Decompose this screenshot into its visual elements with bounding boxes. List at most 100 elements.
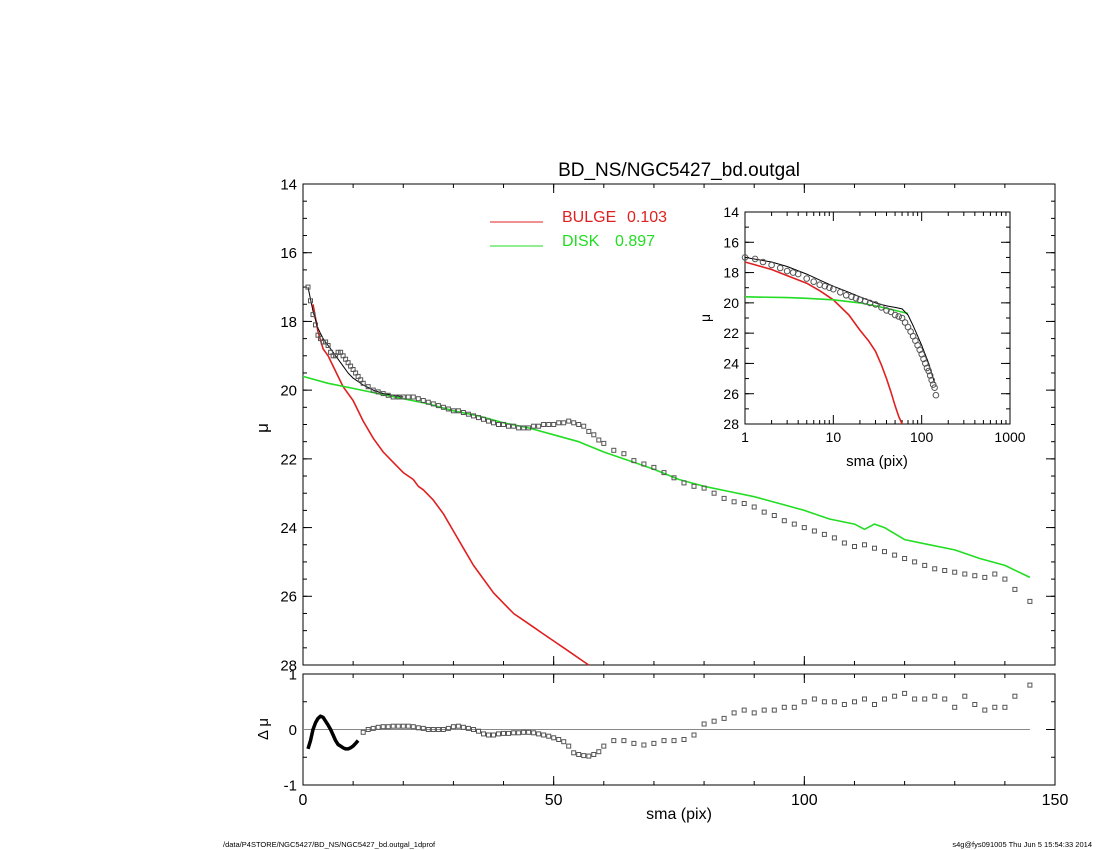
residual-series-1-point (831, 699, 837, 705)
main-series-3-point (313, 322, 318, 328)
inset-y-tick-label: 24 (723, 355, 739, 371)
residual-x-tick-label: 100 (791, 792, 818, 809)
inset-series-3-point (895, 313, 903, 320)
main-y-tick-label: 28 (280, 657, 297, 674)
residual-series-1-point (511, 730, 517, 736)
residual-series-1-point (601, 743, 607, 749)
residual-series-1-point (882, 696, 887, 702)
inset-series-group (741, 254, 940, 425)
residual-series-1-point (1012, 693, 1018, 699)
main-series-3-point (791, 521, 797, 527)
main-series-3-point (1027, 598, 1033, 604)
residual-series-1-point (365, 727, 371, 732)
main-series-3-point (661, 470, 667, 476)
main-y-tick-label: 16 (280, 245, 297, 262)
main-y-tick-label: 24 (280, 520, 297, 537)
main-y-tick-label: 20 (280, 383, 297, 400)
main-series-3-point (425, 399, 431, 405)
residual-series-1-point (496, 731, 501, 737)
residual-x-axis-label: sma (pix) (646, 806, 712, 823)
residual-series-1-point (571, 750, 577, 756)
main-series-3-point (450, 408, 456, 414)
main-ticks (302, 183, 1056, 666)
residual-series-1-point (781, 704, 787, 710)
inset-series-3-point (768, 261, 775, 269)
main-series-3-point (701, 485, 707, 491)
main-bulge-line (312, 304, 590, 666)
main-series-3-point (531, 423, 537, 429)
inset-y-tick-label: 14 (723, 204, 739, 220)
main-series-3-point (952, 569, 958, 575)
residual-series-1-point (566, 743, 572, 749)
residual-y-axis-label: Δ μ (255, 718, 272, 740)
residual-series-1-point (385, 724, 391, 730)
inset-y-tick-label: 28 (723, 416, 739, 432)
main-series-3-point (455, 408, 461, 414)
inset-x-axis-label: sma (pix) (846, 453, 908, 470)
residual-series-1-point (591, 752, 597, 757)
residual-series-1-point (841, 702, 847, 707)
inset-series-3-point (830, 285, 837, 293)
residual-series-1-point (902, 690, 908, 696)
residual-series-1-point (400, 723, 406, 729)
main-series-3-point (841, 540, 847, 546)
main-series-3-point (591, 432, 597, 438)
main-series-3-point (751, 504, 757, 510)
main-series-3-point (561, 420, 567, 426)
inset-series-3-point (872, 301, 879, 308)
main-series-3-point (460, 410, 466, 415)
inset-x-tick-label: 10 (826, 429, 842, 445)
residual-series-1-point (405, 723, 411, 729)
footer-timestamp: s4g@fys091005 Thu Jun 5 15:54:33 2014 (952, 840, 1092, 849)
main-series-3-point (445, 406, 451, 412)
main-series-3-point (400, 394, 406, 400)
main-series-3-point (370, 387, 376, 393)
main-series-3-point (821, 531, 827, 537)
inset-series-3-point (929, 381, 937, 388)
inset-series-3-point (901, 319, 909, 326)
residual-series-1-point (862, 696, 867, 702)
main-series-3-point (365, 384, 371, 390)
residual-series-1-point (501, 730, 506, 736)
inset-series-3-point (887, 308, 895, 316)
main-series-3-point (801, 525, 807, 531)
residual-series-1-point (471, 727, 476, 732)
main-series-3-point (305, 284, 311, 290)
residual-series-1-point (892, 693, 898, 699)
residual-series-1-point (460, 724, 466, 730)
main-series-3-point (325, 343, 331, 348)
inset-y-tick-label: 18 (723, 265, 739, 281)
residual-plot-panel: -101 0 50 100 150 Δ μ sma (pix) (255, 666, 1068, 823)
legend-bulge-name: BULGE (562, 209, 616, 226)
main-y-tick-label: 18 (280, 314, 297, 331)
residual-series-1-point (852, 699, 857, 705)
inset-plot-panel: 14 16 18 20 22 24 26 28 1 10 100 1000 μ sma (pix) (697, 204, 1026, 470)
main-series-3-point (681, 480, 687, 486)
inset-series-3-point (925, 367, 933, 375)
main-series-3-point (415, 396, 421, 402)
inset-series-3-point (898, 314, 906, 322)
residual-y-tick-labels: -1 0 1 (284, 666, 297, 794)
main-plot-panel: 14 16 18 20 22 24 26 28 μ BULGE 0.103 DISK 0.89… (253, 176, 1056, 674)
inset-y-tick-labels: 14 16 18 20 22 24 26 28 (723, 204, 739, 432)
residual-series-1-point (380, 724, 386, 730)
residual-series-1-point (506, 730, 511, 736)
residual-series-group (306, 682, 1033, 759)
residual-y-tick-label: 0 (289, 722, 297, 739)
residual-series-1-point (872, 702, 877, 707)
main-series-3-point (892, 552, 898, 558)
residual-y-tick-label: -1 (284, 777, 297, 794)
legend: BULGE 0.103 DISK 0.897 (490, 209, 667, 250)
residual-series-1-point (711, 718, 717, 724)
residual-series-1-point (731, 710, 737, 716)
main-series-3-point (360, 380, 366, 386)
residual-series-1-point (1002, 704, 1008, 710)
residual-series-1-point (531, 730, 537, 736)
residual-series-1-point (370, 725, 376, 731)
residual-series-1-point (631, 740, 637, 746)
main-series-3-point (395, 394, 401, 400)
main-series-3-point (385, 392, 391, 398)
inset-series-3-point (751, 255, 759, 263)
main-series-3-point (471, 413, 476, 419)
residual-series-1-point (992, 704, 998, 710)
